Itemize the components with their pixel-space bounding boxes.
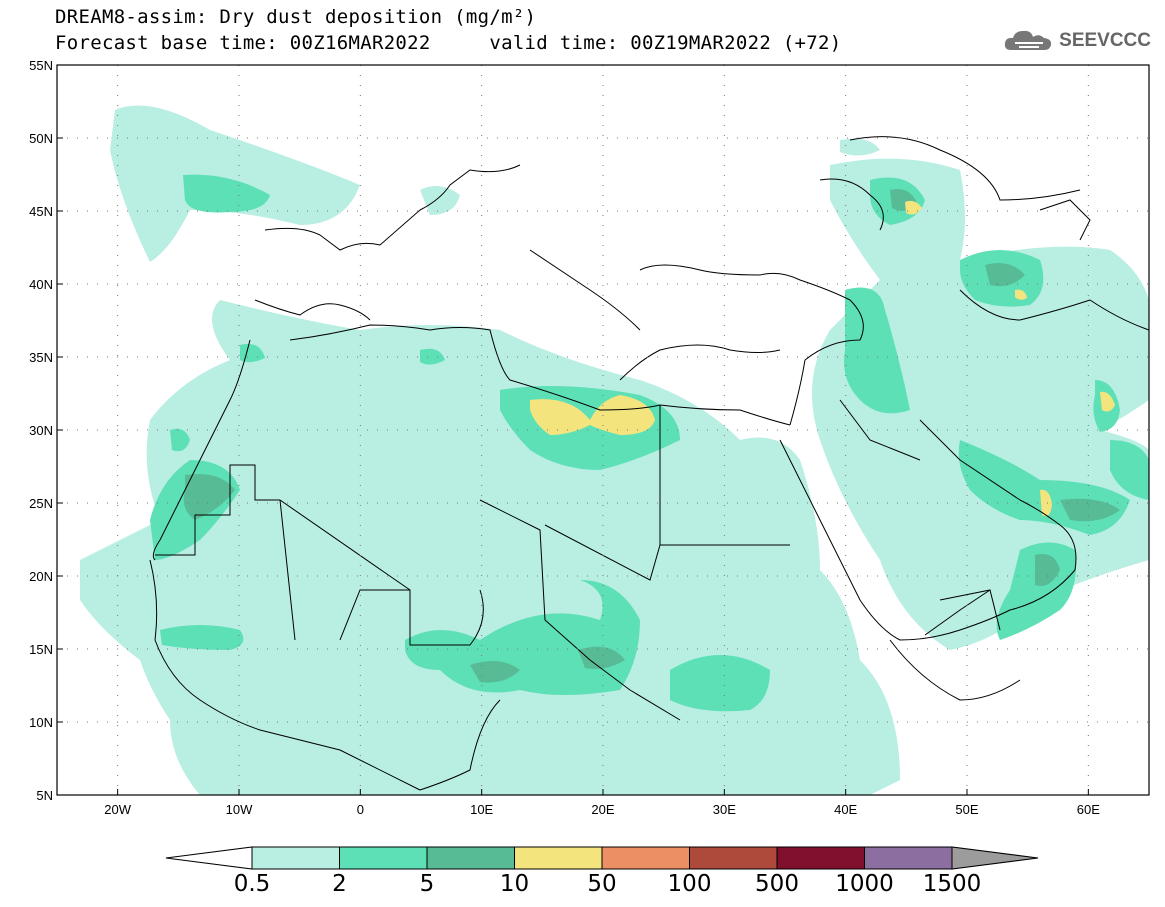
- cloud-icon: [1005, 30, 1052, 50]
- map-plot-area: [57, 65, 1149, 795]
- lat-tick-label: 40N: [29, 277, 53, 292]
- lat-tick-label: 20N: [29, 569, 53, 584]
- colorbar-swatch: [251, 846, 340, 870]
- lat-tick-label: 5N: [36, 788, 53, 803]
- colorbar-swatch: [864, 846, 953, 870]
- lon-tick-label: 0: [357, 802, 364, 817]
- dust-field-10-50: [530, 200, 1115, 517]
- coastlines-borders: [149, 136, 1149, 791]
- colorbar-label: 1500: [923, 871, 982, 897]
- colorbar-label: 50: [587, 871, 616, 897]
- logo-text: SEEVCCC: [1059, 30, 1151, 51]
- colorbar-label: 10: [500, 871, 529, 897]
- colorbar-label: 2: [332, 871, 347, 897]
- colorbar-swatch: [776, 846, 865, 870]
- colorbar: 0.5 2 5 10 50 100 500 1000 1500: [165, 846, 1039, 897]
- lon-tick-label: 20E: [591, 802, 614, 817]
- lat-tick-label: 10N: [29, 715, 53, 730]
- lat-tick-label: 55N: [29, 58, 53, 73]
- colorbar-label: 0.5: [234, 871, 271, 897]
- colorbar-label: 100: [668, 871, 712, 897]
- lat-tick-label: 15N: [29, 642, 53, 657]
- lat-lon-grid: [57, 65, 1149, 795]
- lon-tick-label: 20W: [104, 802, 131, 817]
- lon-tick-label: 10E: [470, 802, 493, 817]
- colorbar-swatch: [339, 846, 428, 870]
- lon-tick-label: 40E: [834, 802, 857, 817]
- colorbar-under-triangle: [165, 846, 253, 870]
- lon-tick-label: 60E: [1077, 802, 1100, 817]
- colorbar-label: 1000: [835, 871, 894, 897]
- axis-labels: 55N 50N 45N 40N 35N 30N 25N 20N 15N 10N 5N 20W 10W 0 1…: [29, 58, 1100, 817]
- lon-tick-label: 50E: [955, 802, 978, 817]
- lat-tick-label: 50N: [29, 131, 53, 146]
- colorbar-swatch: [689, 846, 778, 870]
- dust-field-5-10: [183, 189, 1120, 683]
- seevccc-logo: SEEVCCC: [1003, 28, 1151, 54]
- forecast-time-line: Forecast base time: 00Z16MAR2022 valid t…: [55, 32, 842, 54]
- colorbar-swatch: [601, 846, 690, 870]
- lat-tick-label: 35N: [29, 350, 53, 365]
- colorbar-label: 5: [420, 871, 435, 897]
- map-title: DREAM8-assim: Dry dust deposition (mg/m²…: [55, 6, 537, 28]
- lat-tick-label: 25N: [29, 496, 53, 511]
- lat-tick-label: 45N: [29, 204, 53, 219]
- colorbar-swatch: [514, 846, 603, 870]
- lon-tick-label: 30E: [713, 802, 736, 817]
- colorbar-swatch: [426, 846, 515, 870]
- colorbar-label: 500: [755, 871, 799, 897]
- colorbar-over-triangle: [951, 846, 1039, 870]
- lat-tick-label: 30N: [29, 423, 53, 438]
- lon-tick-label: 10W: [226, 802, 253, 817]
